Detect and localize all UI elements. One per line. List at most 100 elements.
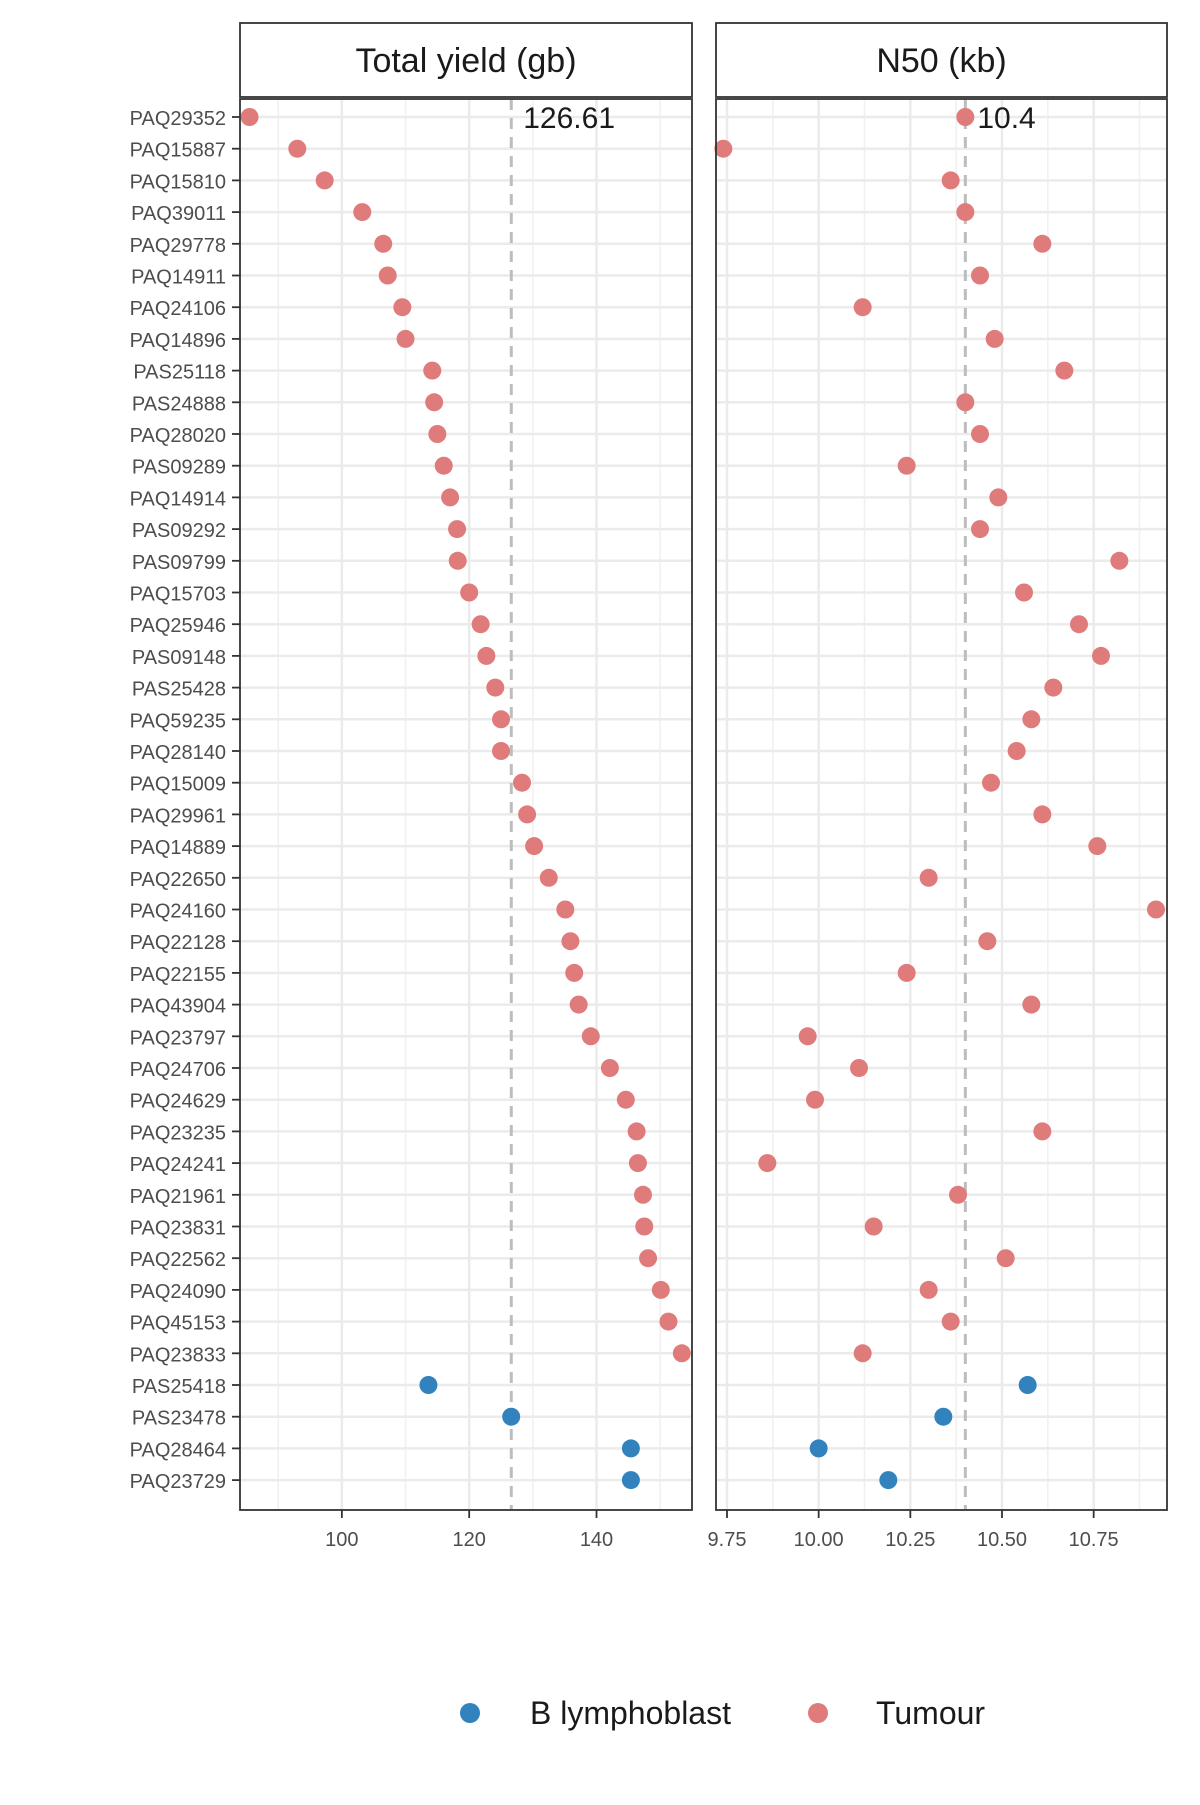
facet-strip bbox=[715, 22, 1168, 98]
data-point bbox=[1033, 805, 1052, 824]
data-point bbox=[460, 583, 479, 602]
data-point bbox=[919, 868, 938, 887]
x-tick-label: 120 bbox=[452, 1529, 485, 1551]
y-tick-label: PAQ23833 bbox=[130, 1344, 226, 1366]
data-point bbox=[1147, 900, 1165, 919]
data-point bbox=[633, 1185, 652, 1204]
data-point bbox=[513, 773, 532, 792]
y-tick-label: PAS25418 bbox=[132, 1376, 226, 1398]
data-point bbox=[1007, 742, 1026, 760]
y-tick-label: PAQ24160 bbox=[130, 901, 226, 923]
data-point bbox=[941, 171, 960, 190]
panel-border bbox=[715, 98, 1168, 1511]
data-point bbox=[1110, 551, 1129, 570]
data-point bbox=[423, 361, 442, 380]
data-point bbox=[581, 1027, 600, 1046]
data-point bbox=[971, 266, 989, 285]
data-point bbox=[288, 139, 307, 158]
data-point bbox=[374, 234, 393, 253]
y-tick-label: PAQ29778 bbox=[130, 235, 226, 257]
data-point bbox=[628, 1154, 647, 1173]
data-point bbox=[919, 1280, 938, 1299]
data-point bbox=[714, 139, 733, 158]
data-point bbox=[996, 1249, 1015, 1268]
data-point bbox=[419, 1376, 438, 1394]
legend-label: Tumour bbox=[876, 1695, 985, 1731]
data-point bbox=[806, 1090, 824, 1109]
facet-strip bbox=[239, 22, 693, 98]
y-tick-label: PAQ23235 bbox=[130, 1122, 226, 1144]
data-point bbox=[1044, 678, 1063, 697]
data-point bbox=[353, 203, 372, 222]
y-tick-label: PAQ24241 bbox=[130, 1154, 226, 1176]
data-point bbox=[621, 1439, 640, 1458]
x-tick-label: 10.25 bbox=[885, 1529, 935, 1551]
data-point bbox=[956, 203, 975, 222]
y-tick-label: PAQ43904 bbox=[130, 996, 226, 1018]
data-point bbox=[1022, 995, 1041, 1014]
y-tick-label: PAQ23797 bbox=[130, 1027, 226, 1049]
x-tick-label: 10.75 bbox=[1069, 1529, 1119, 1551]
y-tick-label: PAS09292 bbox=[132, 520, 226, 542]
panel-border bbox=[239, 98, 693, 1511]
y-tick-label: PAQ23831 bbox=[130, 1218, 226, 1240]
x-tick-label: 140 bbox=[580, 1529, 613, 1551]
data-point bbox=[556, 900, 575, 919]
data-point bbox=[798, 1027, 817, 1046]
data-point bbox=[486, 678, 505, 697]
data-point bbox=[1015, 583, 1033, 602]
data-point bbox=[448, 551, 467, 570]
x-tick-label: 9.75 bbox=[708, 1529, 747, 1551]
data-point bbox=[1092, 646, 1110, 665]
data-point bbox=[956, 393, 975, 412]
data-point bbox=[1070, 615, 1088, 634]
panel-background bbox=[716, 99, 1167, 1510]
y-tick-label: PAQ39011 bbox=[131, 203, 226, 225]
data-point bbox=[879, 1471, 898, 1490]
y-tick-label: PAS09289 bbox=[132, 457, 226, 479]
data-point bbox=[477, 646, 496, 665]
y-tick-label: PAS09799 bbox=[132, 552, 226, 574]
data-point bbox=[864, 1217, 883, 1236]
data-point bbox=[982, 773, 1000, 792]
y-tick-label: PAQ15887 bbox=[130, 140, 226, 162]
data-point bbox=[949, 1185, 967, 1204]
y-tick-label: PAQ21961 bbox=[130, 1186, 226, 1208]
data-point bbox=[1018, 1376, 1037, 1394]
y-tick-label: PAQ45153 bbox=[130, 1313, 226, 1335]
facet-strip-label: Total yield (gb) bbox=[355, 42, 576, 80]
data-point bbox=[758, 1154, 777, 1173]
y-tick-label: PAQ15009 bbox=[130, 774, 226, 796]
y-tick-label: PAS25118 bbox=[133, 362, 226, 384]
data-point bbox=[941, 1312, 960, 1331]
y-tick-label: PAQ23729 bbox=[130, 1471, 226, 1493]
data-point bbox=[627, 1122, 646, 1141]
y-tick-label: PAQ14896 bbox=[130, 330, 226, 352]
data-point bbox=[448, 520, 467, 539]
data-point bbox=[428, 425, 447, 443]
data-point bbox=[1055, 361, 1074, 380]
legend-key bbox=[808, 1703, 828, 1723]
data-point bbox=[492, 710, 511, 729]
data-point bbox=[853, 1344, 872, 1363]
data-point bbox=[502, 1407, 521, 1426]
y-tick-label: PAQ14914 bbox=[130, 488, 226, 510]
y-tick-label: PAQ22562 bbox=[130, 1249, 226, 1271]
data-point bbox=[635, 1217, 654, 1236]
data-point bbox=[240, 108, 259, 126]
data-point bbox=[396, 329, 415, 348]
data-point bbox=[393, 298, 412, 317]
y-tick-label: PAQ24706 bbox=[130, 1059, 226, 1081]
data-point bbox=[1022, 710, 1041, 729]
facet-strip-label: N50 (kb) bbox=[876, 42, 1006, 80]
x-tick-label: 10.50 bbox=[977, 1529, 1027, 1551]
data-point bbox=[441, 488, 460, 507]
y-tick-label: PAQ28140 bbox=[130, 742, 226, 764]
data-point bbox=[853, 298, 872, 317]
y-tick-label: PAS23478 bbox=[132, 1408, 226, 1430]
data-point bbox=[315, 171, 334, 190]
data-point bbox=[672, 1344, 691, 1363]
legend-key bbox=[460, 1703, 480, 1723]
y-tick-label: PAQ14889 bbox=[130, 837, 226, 859]
